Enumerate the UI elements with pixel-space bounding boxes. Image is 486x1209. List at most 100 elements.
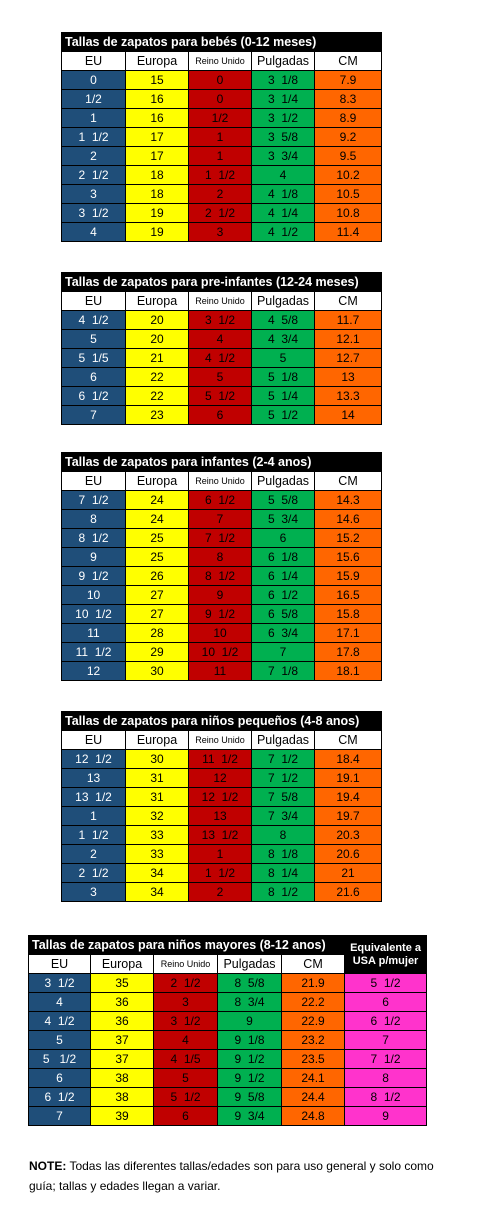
table-row: 2 1/2 34 1 1/2 8 1/4 21 bbox=[61, 863, 382, 883]
header-cm: CM bbox=[314, 730, 382, 750]
europa-cell: 16 bbox=[125, 89, 189, 109]
cm-cell: 8.3 bbox=[313, 89, 383, 109]
table-row: 4 1/2 20 3 1/2 4 5/8 11.7 bbox=[61, 310, 383, 330]
header-eu: EU bbox=[61, 291, 126, 311]
table-row: 6 1/2 38 5 1/2 9 5/8 24.4 8 1/2 bbox=[28, 1087, 428, 1107]
reino-unido-cell: 6 bbox=[188, 405, 252, 425]
cm-cell: 15.6 bbox=[313, 547, 383, 567]
europa-cell: 35 bbox=[90, 973, 154, 993]
pulgadas-cell: 7 5/8 bbox=[251, 787, 315, 807]
eu-cell: 6 bbox=[61, 367, 126, 387]
usa-mujer-cell: 7 1/2 bbox=[344, 1049, 428, 1069]
europa-cell: 33 bbox=[125, 844, 189, 864]
cm-cell: 24.1 bbox=[280, 1068, 346, 1088]
table-title-row: Tallas de zapatos para infantes (2-4 ano… bbox=[60, 452, 383, 472]
cm-cell: 12.1 bbox=[313, 329, 383, 349]
pulgadas-cell: 3 1/2 bbox=[251, 108, 315, 128]
header-pulgadas: Pulgadas bbox=[251, 471, 315, 491]
reino-unido-cell: 2 1/2 bbox=[153, 973, 218, 993]
pulgadas-cell: 4 5/8 bbox=[251, 310, 315, 330]
europa-cell: 22 bbox=[125, 367, 189, 387]
table-row: 7 39 6 9 3/4 24.8 9 bbox=[28, 1106, 428, 1126]
eu-cell: 5 bbox=[28, 1030, 91, 1050]
header-pulgadas: Pulgadas bbox=[251, 291, 315, 311]
table-row: 3 18 2 4 1/8 10.5 bbox=[61, 184, 383, 204]
table-row: 8 1/2 25 7 1/2 6 15.2 bbox=[61, 528, 383, 548]
europa-cell: 27 bbox=[125, 604, 189, 624]
table-row: 5 1/5 21 4 1/2 5 12.7 bbox=[61, 348, 383, 368]
europa-cell: 36 bbox=[90, 1011, 154, 1031]
eu-cell: 2 1/2 bbox=[61, 165, 126, 185]
note-text: Todas las diferentes tallas/edades son p… bbox=[29, 1159, 434, 1193]
reino-unido-cell: 13 1/2 bbox=[188, 825, 252, 845]
size-table-infantes: Tallas de zapatos para infantes (2-4 ano… bbox=[60, 452, 383, 681]
eu-cell: 3 1/2 bbox=[61, 203, 126, 223]
europa-cell: 31 bbox=[125, 787, 189, 807]
pulgadas-cell: 5 1/4 bbox=[251, 386, 315, 406]
header-eu: EU bbox=[61, 471, 126, 491]
cm-cell: 17.1 bbox=[313, 623, 383, 643]
cm-cell: 11.7 bbox=[313, 310, 383, 330]
eu-cell: 7 1/2 bbox=[61, 490, 126, 510]
reino-unido-cell: 1 1/2 bbox=[188, 165, 252, 185]
reino-unido-cell: 6 1/2 bbox=[188, 490, 252, 510]
cm-cell: 21.6 bbox=[314, 882, 382, 902]
eu-cell: 6 1/2 bbox=[61, 386, 126, 406]
pulgadas-cell: 9 3/4 bbox=[217, 1106, 282, 1126]
europa-cell: 18 bbox=[125, 184, 189, 204]
cm-cell: 20.6 bbox=[314, 844, 382, 864]
table-title-row: Tallas de zapatos para niños pequeños (4… bbox=[61, 711, 382, 731]
pulgadas-cell: 7 1/8 bbox=[251, 661, 315, 681]
table-row: 2 1/2 18 1 1/2 4 10.2 bbox=[61, 165, 383, 185]
table-row: 4 19 3 4 1/2 11.4 bbox=[61, 222, 383, 242]
reino-unido-cell: 6 bbox=[153, 1106, 218, 1126]
pulgadas-cell: 5 5/8 bbox=[251, 490, 315, 510]
header-reino-unido: Reino Unido bbox=[188, 471, 252, 491]
table-title: Tallas de zapatos para infantes (2-4 ano… bbox=[60, 452, 383, 472]
table-row: 1 1/2 33 13 1/2 8 20.3 bbox=[61, 825, 382, 845]
table-row: 5 1/2 37 4 1/5 9 1/2 23.5 7 1/2 bbox=[28, 1049, 428, 1069]
header-cm: CM bbox=[313, 471, 383, 491]
eu-cell: 0 bbox=[61, 70, 126, 90]
reino-unido-cell: 4 1/5 bbox=[153, 1049, 218, 1069]
cm-cell: 20.3 bbox=[314, 825, 382, 845]
table-row: 12 1/2 30 11 1/2 7 1/2 18.4 bbox=[61, 749, 382, 769]
pulgadas-cell: 6 1/2 bbox=[251, 585, 315, 605]
europa-cell: 25 bbox=[125, 547, 189, 567]
reino-unido-cell: 1 1/2 bbox=[188, 863, 252, 883]
table-row: 11 28 10 6 3/4 17.1 bbox=[61, 623, 383, 643]
cm-cell: 15.9 bbox=[313, 566, 383, 586]
header-europa: Europa bbox=[125, 730, 189, 750]
eu-cell: 4 bbox=[61, 222, 126, 242]
europa-cell: 17 bbox=[125, 146, 189, 166]
pulgadas-cell: 6 bbox=[251, 528, 315, 548]
table-row: 9 1/2 26 8 1/2 6 1/4 15.9 bbox=[61, 566, 383, 586]
cm-cell: 14.6 bbox=[313, 509, 383, 529]
usa-mujer-cell: 8 1/2 bbox=[344, 1087, 428, 1107]
table-title-row: Tallas de zapatos para bebés (0-12 meses… bbox=[60, 32, 383, 52]
eu-cell: 12 bbox=[61, 661, 126, 681]
cm-cell: 14 bbox=[313, 405, 383, 425]
table-row: 4 36 3 8 3/4 22.2 6 bbox=[28, 992, 428, 1012]
reino-unido-cell: 3 1/2 bbox=[188, 310, 252, 330]
reino-unido-cell: 12 bbox=[188, 768, 252, 788]
eu-cell: 9 1/2 bbox=[61, 566, 126, 586]
table-header-row: EU Europa Reino Unido Pulgadas CM bbox=[61, 291, 383, 311]
eu-cell: 3 bbox=[61, 882, 126, 902]
table-row: 13 31 12 7 1/2 19.1 bbox=[61, 768, 382, 788]
table-row: 8 24 7 5 3/4 14.6 bbox=[61, 509, 383, 529]
pulgadas-cell: 5 1/2 bbox=[251, 405, 315, 425]
reino-unido-cell: 12 1/2 bbox=[188, 787, 252, 807]
eu-cell: 1/2 bbox=[61, 89, 126, 109]
reino-unido-cell: 5 bbox=[188, 367, 252, 387]
europa-cell: 27 bbox=[125, 585, 189, 605]
table-row: 2 17 1 3 3/4 9.5 bbox=[61, 146, 383, 166]
eu-cell: 1 bbox=[61, 108, 126, 128]
eu-cell: 2 1/2 bbox=[61, 863, 126, 883]
reino-unido-cell: 8 1/2 bbox=[188, 566, 252, 586]
pulgadas-cell: 9 bbox=[217, 1011, 282, 1031]
pulgadas-cell: 7 1/2 bbox=[251, 768, 315, 788]
europa-cell: 30 bbox=[125, 749, 189, 769]
table-row: 1/2 16 0 3 1/4 8.3 bbox=[61, 89, 383, 109]
eu-cell: 4 bbox=[28, 992, 91, 1012]
